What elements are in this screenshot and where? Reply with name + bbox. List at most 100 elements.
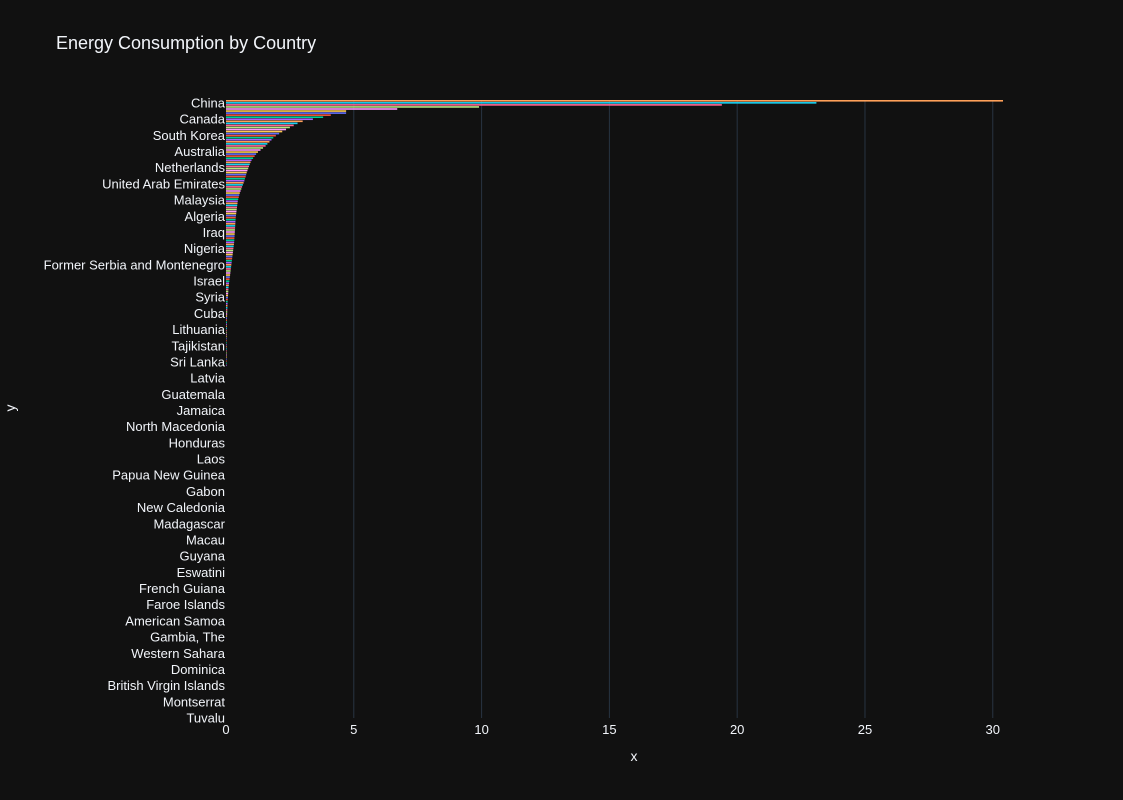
bar — [226, 120, 303, 123]
bar — [226, 241, 235, 244]
bar — [226, 358, 227, 360]
bar — [226, 253, 233, 256]
bar — [226, 362, 227, 364]
bar — [226, 339, 227, 342]
bar — [226, 128, 287, 131]
bar — [226, 356, 227, 358]
bar — [226, 225, 236, 227]
bar — [226, 182, 244, 184]
y-tick-label: Jamaica — [177, 403, 226, 418]
y-tick-label: Papua New Guinea — [112, 468, 226, 483]
y-tick-label: Gambia, The — [150, 630, 225, 645]
bar — [226, 296, 228, 299]
bar — [226, 237, 235, 239]
bar — [226, 245, 234, 248]
bar — [226, 204, 238, 207]
y-tick-label: Eswatini — [177, 565, 226, 580]
bar — [226, 352, 227, 354]
y-tick-label: Canada — [179, 112, 225, 127]
bar — [226, 341, 227, 344]
bar — [226, 200, 238, 203]
y-tick-label: Tuvalu — [186, 711, 225, 726]
bar — [226, 327, 227, 330]
bar — [226, 276, 230, 278]
bar — [226, 202, 238, 205]
bar — [226, 294, 229, 297]
bar — [226, 206, 237, 209]
bar — [226, 317, 228, 319]
bar — [226, 350, 227, 352]
bar — [226, 305, 228, 307]
y-tick-label: Nigeria — [184, 241, 226, 256]
bar — [226, 198, 239, 200]
bar — [226, 274, 231, 276]
bar — [226, 138, 272, 141]
bar — [226, 229, 235, 231]
y-tick-label: Honduras — [169, 435, 226, 450]
x-tick-label: 15 — [602, 722, 616, 737]
bar — [226, 114, 331, 116]
bar — [226, 108, 398, 110]
y-tick-label: Former Serbia and Montenegro — [44, 257, 225, 272]
x-tick-label: 10 — [474, 722, 488, 737]
bar — [226, 196, 239, 198]
bar — [226, 136, 274, 139]
bar — [226, 288, 229, 291]
bar — [226, 360, 227, 362]
y-tick-label: Western Sahara — [131, 646, 225, 661]
bar — [226, 124, 294, 127]
bar — [226, 302, 228, 305]
bar — [226, 118, 313, 121]
x-tick-labels: 0 5 10 15 20 25 30 — [222, 722, 1000, 737]
bar — [226, 325, 227, 328]
y-tick-label: Sri Lanka — [170, 354, 226, 369]
bar — [226, 321, 227, 323]
y-tick-label: New Caledonia — [137, 500, 226, 515]
bar — [226, 227, 236, 229]
bar — [226, 218, 236, 221]
bar — [226, 190, 241, 192]
bar — [226, 300, 228, 303]
y-tick-label: Madagascar — [153, 516, 225, 531]
bar — [226, 272, 231, 274]
y-tick-label: Guyana — [179, 549, 225, 564]
bar — [226, 208, 237, 211]
bar — [226, 268, 231, 270]
y-tick-label: Netherlands — [155, 160, 226, 175]
bar — [226, 100, 1003, 102]
bar — [226, 348, 227, 350]
bar — [226, 155, 255, 157]
bar — [226, 171, 247, 174]
y-tick-label: Dominica — [171, 662, 226, 677]
bar — [226, 278, 230, 280]
bar — [226, 161, 251, 164]
bar — [226, 311, 228, 313]
y-tick-label: Syria — [195, 290, 225, 305]
y-tick-label: American Samoa — [125, 613, 225, 628]
bar — [226, 266, 232, 268]
bar — [226, 175, 246, 178]
bar — [226, 298, 228, 301]
bar — [226, 122, 298, 125]
bar — [226, 179, 245, 182]
bar — [226, 346, 227, 348]
bar — [226, 112, 347, 114]
bar — [226, 186, 243, 188]
bar — [226, 141, 270, 143]
bar — [226, 286, 229, 289]
bar — [226, 292, 229, 295]
bar — [226, 354, 227, 356]
bar — [226, 247, 234, 250]
bar — [226, 343, 227, 346]
bar — [226, 163, 250, 166]
bar — [226, 126, 290, 129]
bar — [226, 233, 235, 235]
y-tick-label: Gabon — [186, 484, 225, 499]
y-tick-label: United Arab Emirates — [102, 176, 225, 191]
y-tick-label: Israel — [193, 274, 225, 289]
bar — [226, 143, 268, 145]
bar — [226, 132, 280, 135]
bar — [226, 313, 228, 315]
y-tick-label: Macau — [186, 532, 225, 547]
